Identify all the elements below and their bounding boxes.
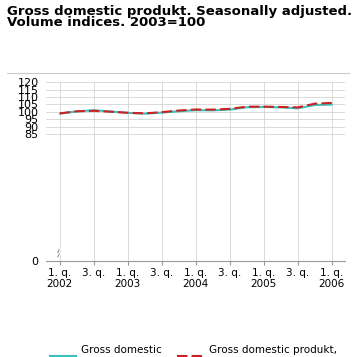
Text: Volume indices. 2003=100: Volume indices. 2003=100	[7, 16, 205, 29]
Legend: Gross domestic
produkt, Gross domestic produkt,
Mainland-Norway: Gross domestic produkt, Gross domestic p…	[46, 341, 341, 357]
Text: Gross domestic produkt. Seasonally adjusted.: Gross domestic produkt. Seasonally adjus…	[7, 5, 352, 18]
